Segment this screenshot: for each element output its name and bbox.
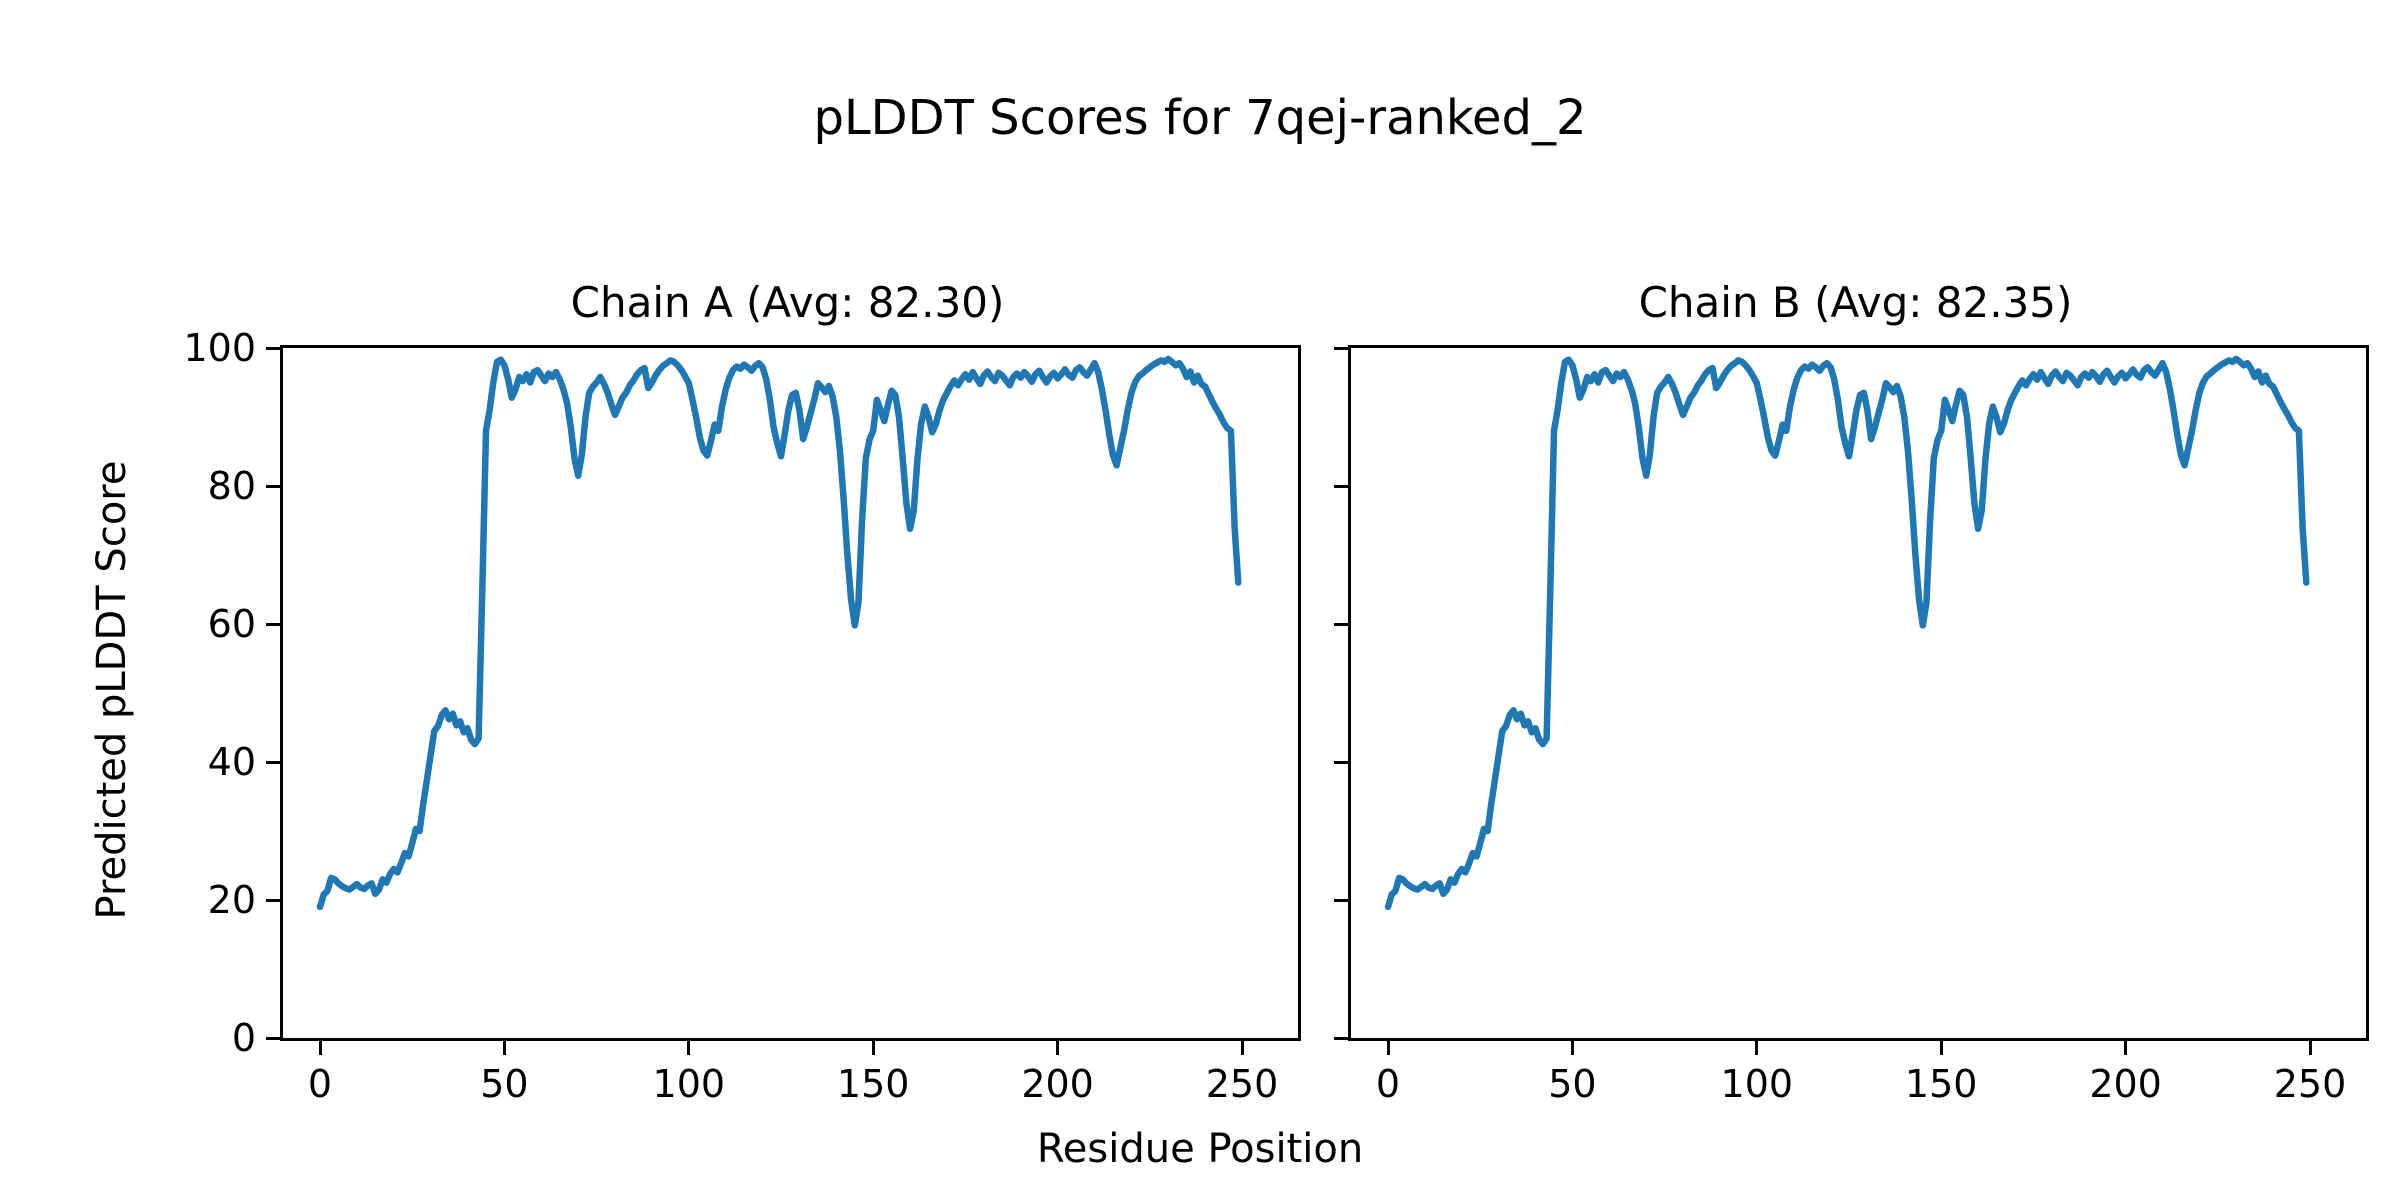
x-tick-mark — [1570, 1041, 1574, 1055]
plddt-line-chart-chain-a — [316, 355, 1242, 911]
x-tick-label: 200 — [1021, 1062, 1094, 1106]
y-tick-label: 60 — [207, 602, 256, 646]
plddt-line-chain-b — [1384, 355, 2310, 911]
x-tick-mark — [1056, 1041, 1060, 1055]
y-tick-label: 100 — [183, 326, 256, 370]
x-tick-label: 250 — [2273, 1062, 2347, 1106]
y-axis-label: Predicted pLDDT Score — [89, 460, 135, 920]
y-tick-mark — [266, 484, 280, 488]
y-tick-mark — [266, 622, 280, 626]
chart-panel-chain-b — [1348, 345, 2369, 1041]
y-tick-mark — [266, 1036, 280, 1040]
x-tick-label: 0 — [307, 1062, 333, 1106]
y-tick-mark — [1334, 898, 1348, 902]
x-tick-mark — [318, 1041, 322, 1055]
y-tick-mark — [1334, 1036, 1348, 1040]
y-tick-label: 80 — [207, 464, 256, 508]
x-tick-label: 200 — [2089, 1062, 2162, 1106]
panel-title-chain-a: Chain A (Avg: 82.30) — [570, 278, 1005, 327]
x-tick-mark — [1755, 1041, 1759, 1055]
x-tick-mark — [502, 1041, 506, 1055]
x-tick-mark — [2308, 1041, 2312, 1055]
y-tick-mark — [1334, 760, 1348, 764]
x-tick-mark — [2124, 1041, 2128, 1055]
x-axis-label: Residue Position — [1036, 1126, 1364, 1172]
plddt-line-chart-chain-b — [1384, 355, 2310, 911]
x-tick-label: 0 — [1375, 1062, 1401, 1106]
y-tick-mark — [266, 346, 280, 350]
x-tick-label: 50 — [1548, 1062, 1597, 1106]
x-tick-mark — [1240, 1041, 1244, 1055]
x-tick-label: 100 — [652, 1062, 726, 1106]
x-tick-mark — [871, 1041, 875, 1055]
y-tick-mark — [266, 898, 280, 902]
y-tick-mark — [266, 760, 280, 764]
x-tick-label: 100 — [1720, 1062, 1794, 1106]
plddt-line-chain-a — [316, 355, 1242, 911]
x-tick-mark — [687, 1041, 691, 1055]
y-tick-mark — [1334, 484, 1348, 488]
x-tick-mark — [1939, 1041, 1943, 1055]
x-tick-label: 150 — [1904, 1062, 1978, 1106]
x-tick-label: 150 — [836, 1062, 910, 1106]
y-tick-label: 0 — [231, 1016, 256, 1060]
y-tick-mark — [1334, 346, 1348, 350]
y-tick-label: 20 — [207, 878, 256, 922]
x-tick-label: 50 — [480, 1062, 529, 1106]
x-tick-label: 250 — [1205, 1062, 1279, 1106]
x-tick-mark — [1386, 1041, 1390, 1055]
chart-panel-chain-a — [280, 345, 1301, 1041]
panel-title-chain-b: Chain B (Avg: 82.35) — [1638, 278, 2073, 327]
y-tick-label: 40 — [207, 740, 256, 784]
y-tick-mark — [1334, 622, 1348, 626]
figure-title: pLDDT Scores for 7qej-ranked_2 — [813, 90, 1587, 146]
